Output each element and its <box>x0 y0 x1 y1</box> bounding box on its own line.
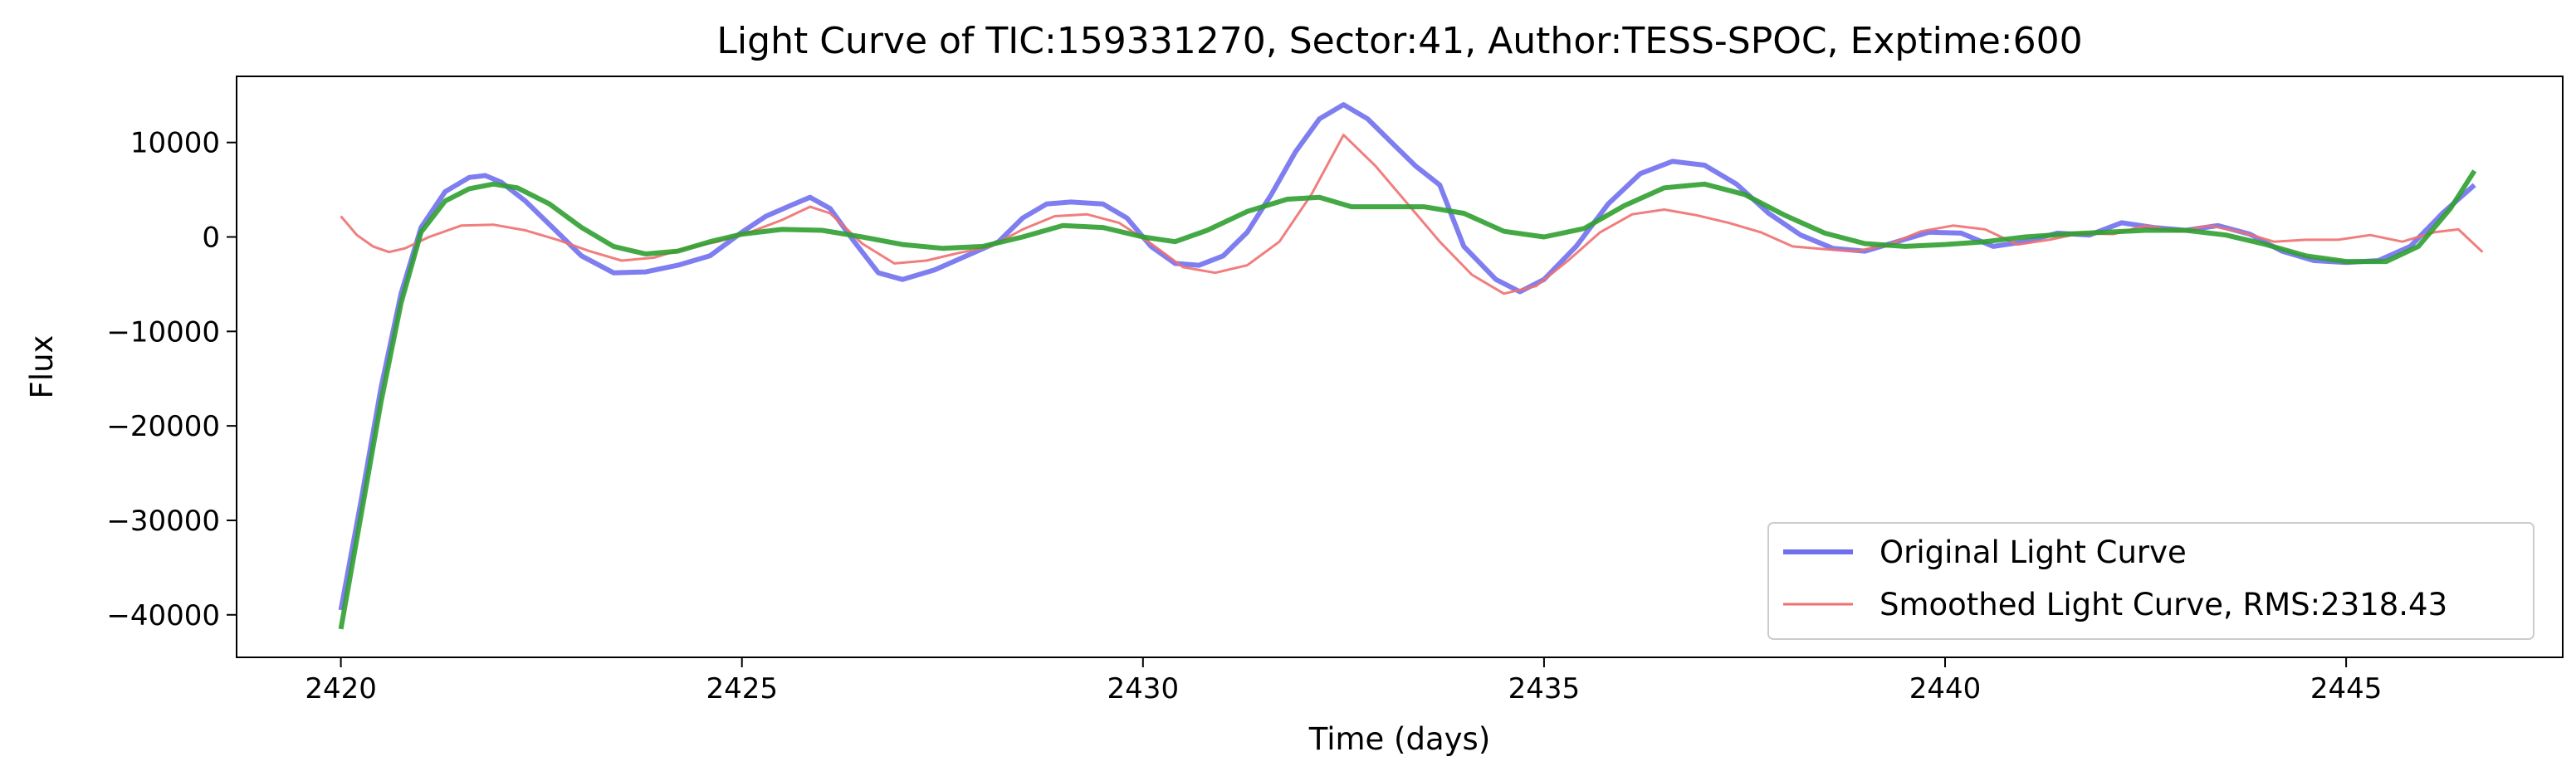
series-layer <box>338 102 2484 630</box>
y-tick-label: −20000 <box>106 410 220 443</box>
x-tick-label: 2445 <box>2310 672 2383 705</box>
series-line-fit <box>338 169 2477 630</box>
x-tick-label: 2425 <box>706 672 778 705</box>
y-axis-label: Flux <box>24 335 60 399</box>
x-tick-label: 2440 <box>1909 672 1982 705</box>
legend: Original Light Curve Smoothed Light Curv… <box>1767 522 2534 640</box>
y-tick-label: −10000 <box>106 315 220 349</box>
x-tick-label: 2430 <box>1107 672 1180 705</box>
y-tick-label: 0 <box>202 221 220 254</box>
plot-area-frame <box>236 76 2564 658</box>
x-tick-label: 2420 <box>305 672 377 705</box>
y-tick-label: −40000 <box>106 599 220 632</box>
x-tick-label: 2435 <box>1508 672 1581 705</box>
chart-title: Light Curve of TIC:159331270, Sector:41,… <box>716 20 2082 62</box>
legend-label-original: Original Light Curve <box>1879 534 2187 570</box>
y-tick-label: 10000 <box>130 127 220 160</box>
legend-frame <box>1767 522 2534 640</box>
y-tick-label: −30000 <box>106 505 220 538</box>
axis-ticks: 2420 2425 2430 2435 2440 2445 10000 0 −10000 −200… <box>106 127 2382 705</box>
legend-label-smoothed: Smoothed Light Curve, RMS:2318.43 <box>1879 587 2447 622</box>
x-axis-label: Time (days) <box>1308 721 1491 757</box>
